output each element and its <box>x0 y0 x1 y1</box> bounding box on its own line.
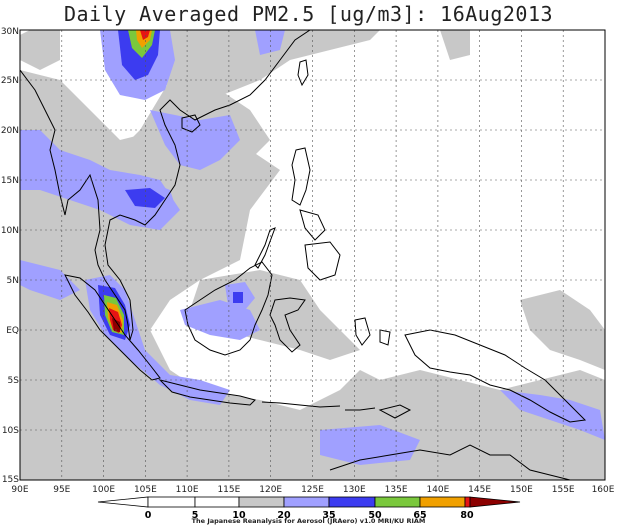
colorbar-left-arrow <box>97 496 149 508</box>
y-tick-label: 20N <box>1 126 19 136</box>
y-axis-ticks: 30N 25N 20N 15N 10N 5N EQ 5S 10S 15S <box>1 27 19 485</box>
coast-australia <box>329 444 571 480</box>
coast-hainan <box>181 114 201 133</box>
shade-blue-northeast <box>255 30 285 55</box>
x-tick-label: 140E <box>426 485 449 495</box>
colorbar <box>97 496 521 508</box>
coast-sumatra <box>64 274 161 381</box>
shade-blue-right-band <box>150 110 240 170</box>
colorbar-segment <box>419 496 466 508</box>
y-tick-label: 10S <box>2 426 19 436</box>
coast-timor <box>378 404 412 419</box>
shade-gray-ne <box>440 30 470 60</box>
x-tick-label: 115E <box>217 485 240 495</box>
credit-line: The Japanese Reanalysis for Aerosol (JRA… <box>191 517 426 525</box>
shade-darkred-sumatra <box>112 318 120 332</box>
colorbar-segment <box>147 496 196 508</box>
y-tick-label: EQ <box>6 326 19 336</box>
x-tick-label: 95E <box>53 485 70 495</box>
colorbar-label: 10 <box>232 510 246 521</box>
y-tick-label: 5N <box>7 276 19 286</box>
colorbar-segment <box>374 496 421 508</box>
y-tick-label: 5S <box>8 376 20 386</box>
colorbar-labels: 0 5 10 20 35 50 65 80 <box>145 510 474 521</box>
x-tick-label: 105E <box>134 485 157 495</box>
y-tick-label: 10N <box>1 226 19 236</box>
y-tick-label: 15N <box>1 176 19 186</box>
x-tick-label: 90E <box>11 485 28 495</box>
shade-blue-south <box>320 425 420 465</box>
map-frame: 90E 95E 100E 105E 110E 115E 120E 125E 13… <box>1 27 615 495</box>
x-tick-label: 100E <box>92 485 115 495</box>
colorbar-right-arrow <box>469 496 521 508</box>
x-tick-label: 155E <box>552 485 575 495</box>
x-tick-label: 150E <box>510 485 533 495</box>
colorbar-segment <box>464 496 471 508</box>
coast-mindanao <box>304 241 341 281</box>
x-tick-label: 110E <box>176 485 199 495</box>
x-tick-label: 125E <box>301 485 324 495</box>
coast-palawan <box>254 227 276 269</box>
coast-maluku <box>354 317 391 346</box>
coastlines <box>20 30 587 480</box>
coast-sulawesi <box>269 297 306 353</box>
colorbar-segment <box>283 496 330 508</box>
colorbar-label: 35 <box>322 510 335 521</box>
colorbar-label: 50 <box>368 510 382 521</box>
colorbar-segment <box>238 496 285 508</box>
coast-lesser-sunda <box>261 401 376 411</box>
map-border <box>19 29 606 481</box>
coast-mainland-asia <box>20 30 311 341</box>
shade-darkblue-borneo <box>233 292 243 303</box>
pm25-shading <box>20 30 605 480</box>
colorbar-label: 0 <box>145 510 152 521</box>
coast-visayas <box>299 209 326 241</box>
shade-gray-east <box>520 290 605 370</box>
x-tick-label: 130E <box>343 485 366 495</box>
grid-lines <box>20 30 605 480</box>
x-axis-ticks: 90E 95E 100E 105E 110E 115E 120E 125E 13… <box>11 485 614 495</box>
map-title: Daily Averaged PM2.5 [ug/m3]: 16Aug2013 <box>63 2 554 26</box>
shade-gray-nw-patch <box>20 30 60 70</box>
shade-darkblue-gulf <box>125 188 165 208</box>
x-tick-label: 135E <box>385 485 408 495</box>
shade-blue-banda <box>500 390 605 440</box>
colorbar-label: 20 <box>277 510 291 521</box>
y-tick-label: 25N <box>1 76 19 86</box>
coast-new-guinea <box>404 329 587 423</box>
colorbar-label: 5 <box>192 510 199 521</box>
y-tick-label: 30N <box>1 27 19 37</box>
x-tick-label: 160E <box>592 485 615 495</box>
shade-red-north <box>140 30 150 40</box>
x-tick-label: 145E <box>468 485 491 495</box>
colorbar-label: 65 <box>413 510 426 521</box>
coast-borneo <box>184 261 273 356</box>
colorbar-segment <box>194 496 240 508</box>
y-tick-label: 15S <box>2 475 19 485</box>
shade-gray-north <box>20 30 380 100</box>
colorbar-label: 80 <box>460 510 474 521</box>
colorbar-segment <box>328 496 376 508</box>
coast-luzon <box>291 147 311 206</box>
x-tick-label: 120E <box>259 485 282 495</box>
